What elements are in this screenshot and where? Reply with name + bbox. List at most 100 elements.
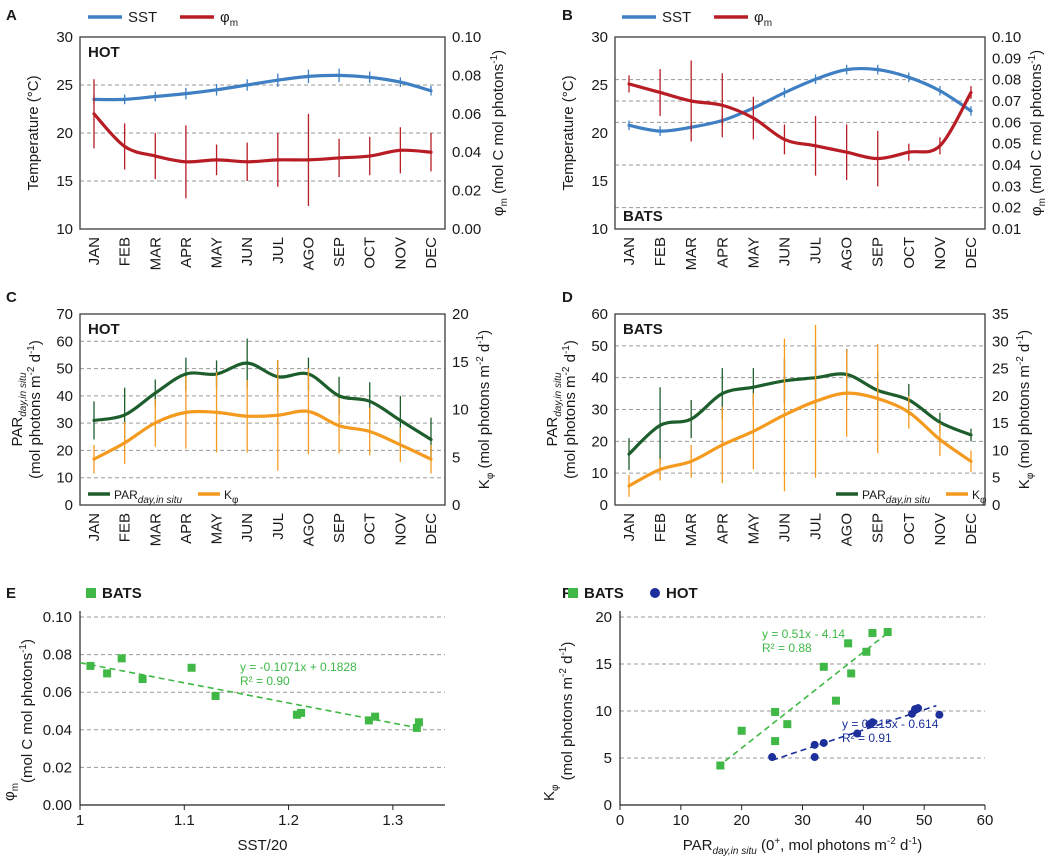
y-tick: 0 <box>604 797 612 814</box>
x-tick: 1.2 <box>278 812 299 829</box>
y-tick-left: 60 <box>591 306 608 323</box>
y-tick-left: 50 <box>591 338 608 355</box>
y-tick-left: 50 <box>56 361 73 378</box>
y-tick-right: 0.06 <box>992 114 1021 131</box>
y-axis-title-left-units: (mol photons m-2 d-1) <box>26 340 44 479</box>
panel-site-label: HOT <box>88 321 120 338</box>
label-part: day,in situ <box>18 372 29 417</box>
y-tick-left: 0 <box>65 497 73 514</box>
x-tick-month: MAY <box>209 513 226 544</box>
label-part: photons <box>1028 64 1045 117</box>
x-tick-month: SEP <box>870 237 887 267</box>
panel-site-label: HOT <box>88 44 120 61</box>
series-line <box>627 82 973 161</box>
y-tick-right: 0.06 <box>452 106 481 123</box>
data-point <box>831 696 840 705</box>
y-tick-right: 10 <box>992 442 1009 459</box>
y-tick-right: 0.02 <box>452 183 481 200</box>
fit-equation: y = 0.51x - 4.14 <box>762 627 845 641</box>
label-part: ) <box>27 340 44 345</box>
label-part: (mol photons <box>27 388 44 479</box>
label-part: -2 <box>558 668 569 677</box>
y-tick-right: 0.08 <box>992 72 1021 89</box>
panel-letter: C <box>6 289 17 306</box>
label-part: photons <box>19 653 36 706</box>
label-part: SST/20 <box>237 837 287 854</box>
panel-letter: E <box>6 585 16 602</box>
series-line <box>627 66 973 133</box>
fit-equation: y = -0.1071x + 0.1828 <box>240 660 357 674</box>
label-part: -1 <box>18 644 29 653</box>
label-part: φ <box>1028 206 1045 216</box>
y-axis-title-symbol: φm <box>1 783 21 801</box>
y-tick-right: 0 <box>452 497 460 514</box>
series-line <box>92 361 433 442</box>
data-point <box>862 647 871 656</box>
label-part: K <box>224 488 232 502</box>
x-tick-month: JUN <box>776 513 793 542</box>
y-tick-right: 25 <box>992 361 1009 378</box>
legend-label: SST <box>128 9 157 26</box>
x-tick-month: MAR <box>147 513 164 547</box>
y-tick-left: 40 <box>56 388 73 405</box>
y-tick-left: 70 <box>56 306 73 323</box>
data-point <box>914 704 923 713</box>
label-part: φ <box>220 9 230 26</box>
label-part: PAR <box>683 837 713 854</box>
label-part: K <box>541 791 558 801</box>
legend-label: BATS <box>584 585 624 602</box>
y-tick-right: 20 <box>452 306 469 323</box>
legend-label: SST <box>662 9 691 26</box>
label-part: d <box>559 656 576 664</box>
y-tick-right: 15 <box>452 354 469 371</box>
label-part: φ <box>980 495 987 506</box>
label-part: φ <box>490 206 507 216</box>
x-tick-month: SEP <box>870 513 887 543</box>
label-part: -1 <box>558 646 569 655</box>
y-tick-right: 0.10 <box>992 29 1021 46</box>
label-part: -2 <box>887 836 896 847</box>
data-point <box>211 691 220 700</box>
data-point <box>810 753 819 762</box>
label-part: d <box>1016 344 1033 352</box>
y-axis-title-right: φm (mol C mol photons-1) <box>489 50 510 216</box>
label-part: φ <box>550 784 561 791</box>
x-tick: 10 <box>672 812 689 829</box>
plot-frame <box>614 36 986 230</box>
x-tick-month: SEP <box>331 237 348 267</box>
y-tick-left: 10 <box>56 221 73 238</box>
label-part: ) <box>559 642 576 647</box>
y-tick-right: 5 <box>452 449 460 466</box>
y-tick-left: 25 <box>56 77 73 94</box>
label-part: m <box>27 375 44 388</box>
x-tick-month: OCT <box>362 513 379 545</box>
data-point <box>716 761 725 770</box>
label-part: Temperature (°C) <box>25 75 42 190</box>
y-tick: 15 <box>595 656 612 673</box>
series-line <box>92 73 433 102</box>
data-point <box>117 654 126 663</box>
label-part: m <box>1037 198 1048 206</box>
label-part: m <box>874 837 887 854</box>
label-part: (mol photons <box>1016 378 1033 473</box>
label-part: SST <box>662 9 691 26</box>
label-part: K <box>1016 479 1033 489</box>
chart-panel-E: E 0.00 0.02 0.04 0.06 0.08 0.10 1 1.1 1.2 1.3 y = -… <box>1 585 445 854</box>
y-tick-left: 30 <box>591 402 608 419</box>
x-tick-month: OCT <box>901 513 918 545</box>
x-tick-month: NOV <box>392 513 409 546</box>
y-tick-right: 0.08 <box>452 67 481 84</box>
y-tick-right: 0.07 <box>992 93 1021 110</box>
y-tick-left: 20 <box>56 125 73 142</box>
y-axis-title-right: Kφ (mol photons m-2 d-1) <box>475 330 496 489</box>
label-part: -2 <box>561 366 572 375</box>
label-part: d <box>476 344 493 352</box>
x-tick-month: FEB <box>117 513 134 542</box>
y-tick-left: 0 <box>600 497 608 514</box>
x-tick-month: DEC <box>423 237 440 269</box>
x-tick-month: MAR <box>147 237 164 271</box>
data-point <box>364 716 373 725</box>
y-axis-title-left: Temperature (°C) <box>560 75 577 190</box>
